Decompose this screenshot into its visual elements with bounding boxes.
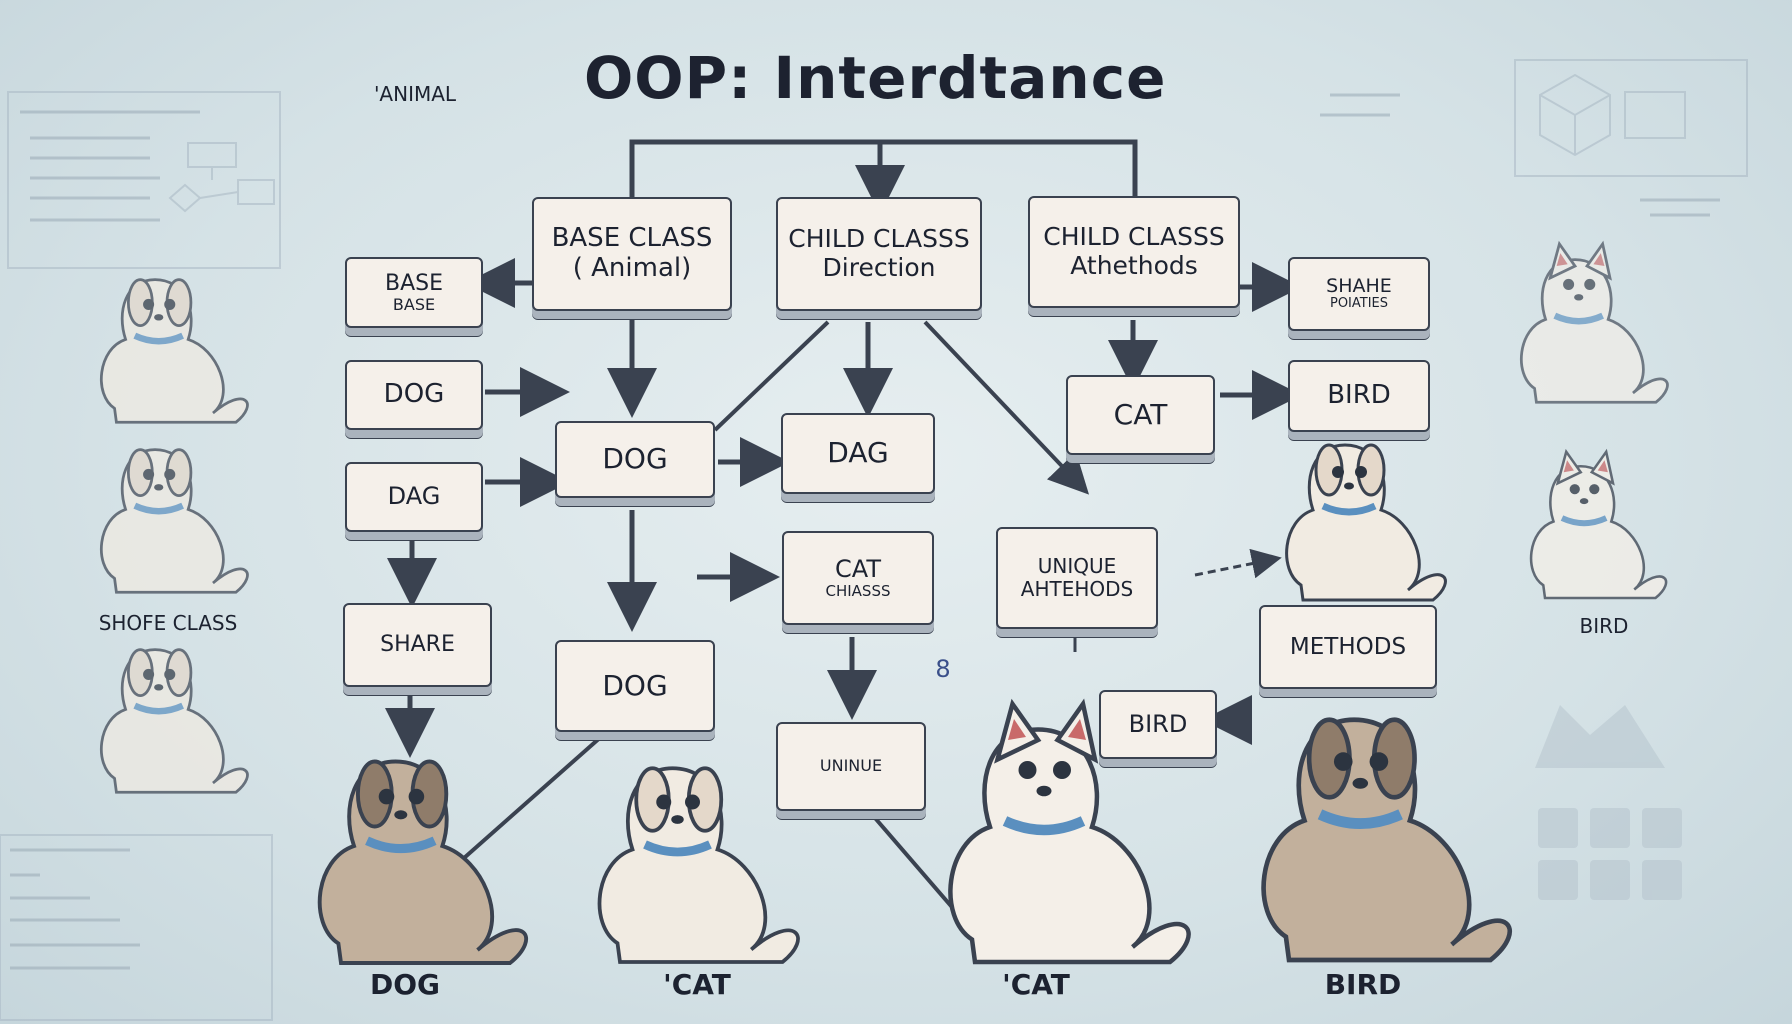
share-poiaties-box: SHAHE POIATIES	[1288, 257, 1430, 331]
box-line: CHILD CLASSS	[1043, 222, 1225, 252]
box-label: DOG	[602, 442, 668, 476]
cat-right-box: CAT	[1066, 375, 1215, 455]
dog-left-box: DOG	[345, 360, 483, 430]
bird-low-box: BIRD	[1099, 690, 1217, 759]
box-line: Athethods	[1070, 251, 1198, 280]
box-line: BASE	[392, 294, 436, 314]
dog-character-icon	[600, 768, 798, 962]
dog-character-icon	[101, 650, 247, 793]
box-line: BASE	[384, 270, 443, 296]
sketch-window-icon	[1624, 91, 1686, 139]
dag-center-box: DAG	[781, 413, 935, 494]
grid-tile-6	[1642, 860, 1682, 900]
dag-left-box: DAG	[345, 462, 483, 532]
dog-center-box: DOG	[555, 421, 715, 498]
methods-box: METHODS	[1259, 605, 1437, 689]
bottom-label-cat: 'CAT	[663, 968, 731, 1001]
cat-character-icon	[1264, 720, 1510, 960]
arrow-unique-to-dog	[1194, 548, 1282, 579]
sketch-flow-lines	[199, 167, 239, 199]
bird-right-box: BIRD	[1288, 360, 1430, 432]
grid-tile-2	[1590, 808, 1630, 848]
cat-character-icon	[1531, 452, 1666, 598]
box-line: AHTEHODS	[1020, 577, 1134, 601]
bird-side-label: BIRD	[1579, 614, 1629, 638]
animal-caption: 'ANIMAL	[373, 82, 457, 106]
box-line: CHILD CLASSS	[788, 224, 970, 254]
box-label: BIRD	[1327, 380, 1391, 411]
sketch-building-icon	[1535, 705, 1665, 768]
unique-low-box: UNINUE	[776, 722, 926, 811]
grid-tile-1	[1538, 808, 1578, 848]
box-label: BIRD	[1128, 709, 1188, 738]
box-label: DAG	[387, 482, 441, 511]
bottom-label-dog: DOG	[369, 968, 441, 1001]
share-box: SHARE	[343, 603, 492, 687]
box-label: CAT	[1113, 397, 1168, 431]
box-label: SHARE	[380, 632, 455, 658]
grid-tile-4	[1538, 860, 1578, 900]
box-line: BASE CLASS	[551, 223, 713, 254]
base-base-box: BASE BASE	[345, 257, 483, 328]
bottom-label-bird: BIRD	[1324, 968, 1402, 1001]
page-title: OOP: Interdtance	[584, 44, 1167, 112]
small-glyph: 8	[935, 655, 951, 683]
dog-character-icon	[101, 280, 247, 423]
box-label: DOG	[602, 668, 668, 702]
diagonal-direction-to-dog	[713, 320, 830, 432]
box-line: Direction	[822, 253, 936, 282]
cube-icon	[1539, 73, 1611, 157]
sketch-panel-top-left	[7, 91, 281, 269]
sketch-flow-box-a	[187, 142, 237, 168]
box-line: CHIASSS	[825, 582, 891, 601]
sketch-panel-top-right	[1514, 59, 1748, 177]
box-line: CAT	[835, 554, 881, 583]
sketch-panel-bottom-left	[0, 834, 273, 1021]
box-label: DOG	[383, 379, 445, 410]
grid-tile-5	[1590, 860, 1630, 900]
top-bracket-connector	[629, 139, 1138, 200]
cat-mid-box: CAT CHIASSS	[782, 531, 934, 625]
dog-character-icon	[1287, 445, 1446, 600]
box-line: SHAHE	[1326, 274, 1392, 297]
child-class-attethods-box: CHILD CLASSS Athethods	[1028, 196, 1240, 308]
shore-class-label: SHOFE CLASS	[98, 611, 238, 635]
diagonal-direction-to-unique	[923, 320, 1090, 495]
child-class-direction-box: CHILD CLASSS Direction	[776, 197, 982, 311]
box-label: DAG	[827, 436, 889, 470]
box-line: UNIQUE	[1037, 554, 1117, 578]
box-line: POIATIES	[1329, 296, 1389, 312]
box-line: ( Animal)	[572, 253, 692, 283]
unique-ahtehods-box: UNIQUE AHTEHODS	[996, 527, 1158, 629]
dog-character-icon	[320, 762, 526, 964]
dog-character-icon	[101, 450, 247, 593]
box-label: UNINUE	[819, 756, 883, 776]
base-class-animal-box: BASE CLASS ( Animal)	[532, 197, 732, 311]
bottom-label-cat: 'CAT	[1002, 968, 1070, 1001]
grid-tile-3	[1642, 808, 1682, 848]
box-label: METHODS	[1289, 633, 1407, 660]
sketch-flow-diamond	[168, 183, 202, 213]
diagonal-dog-low-to-dog	[453, 734, 604, 868]
cat-character-icon	[1521, 244, 1667, 402]
sketch-flow-box-b	[237, 179, 275, 205]
dog-low-box: DOG	[555, 640, 715, 732]
